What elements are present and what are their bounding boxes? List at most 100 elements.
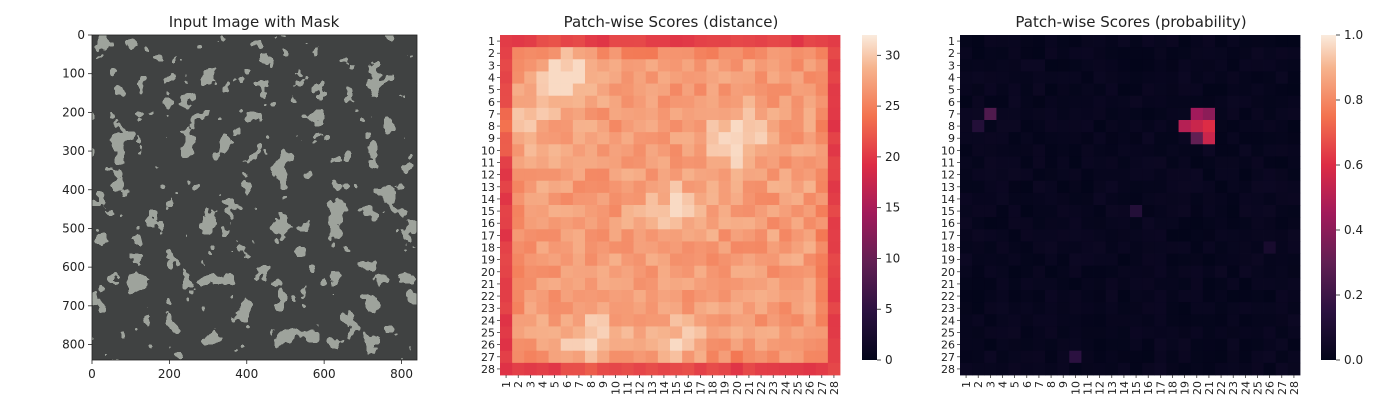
y-tick-label: 8 xyxy=(948,120,955,133)
heatmap-cell xyxy=(1093,350,1107,364)
heatmap-cell xyxy=(633,120,647,133)
heatmap-cell xyxy=(1142,59,1155,72)
heatmap-cell xyxy=(984,35,997,48)
heatmap-cell xyxy=(1287,229,1301,242)
heatmap-cell xyxy=(548,277,562,291)
heatmap-cell xyxy=(512,107,525,121)
heatmap-cell xyxy=(960,290,973,303)
heatmap-cell xyxy=(572,290,586,303)
heatmap-cell xyxy=(1263,180,1277,194)
heatmap-cell xyxy=(585,265,598,279)
heatmap-cell xyxy=(1251,265,1264,279)
heatmap-cell xyxy=(621,35,634,48)
y-tick-label: 200 xyxy=(62,105,85,119)
y-tick-label: 17 xyxy=(481,229,495,242)
heatmap-cell xyxy=(1130,302,1143,315)
title-input-image: Input Image with Mask xyxy=(169,13,340,31)
heatmap-cell xyxy=(572,83,586,97)
heatmap-cell xyxy=(1202,180,1216,194)
heatmap-cell xyxy=(548,326,562,339)
heatmap-cell xyxy=(548,265,562,279)
heatmap-cell xyxy=(560,47,574,60)
heatmap-cell xyxy=(621,277,634,291)
heatmap-cell xyxy=(670,47,683,60)
heatmap-cell xyxy=(1142,205,1155,218)
heatmap-cell xyxy=(706,229,719,242)
heatmap-cell xyxy=(755,253,768,267)
heatmap-cell xyxy=(560,314,574,327)
heatmap-cell xyxy=(536,338,549,352)
heatmap-cell xyxy=(815,326,829,339)
y-tick-label: 27 xyxy=(941,351,955,364)
heatmap-cell xyxy=(657,180,671,194)
heatmap-cell xyxy=(1190,107,1204,121)
heatmap-cell xyxy=(657,47,671,60)
heatmap-cell xyxy=(815,265,829,279)
heatmap-cell xyxy=(815,362,829,376)
heatmap-cell xyxy=(1093,59,1107,72)
heatmap-cell xyxy=(536,229,549,242)
heatmap-cell xyxy=(972,205,985,218)
heatmap-cell xyxy=(960,217,973,230)
x-tick-label: 18 xyxy=(1167,381,1180,395)
heatmap-cell xyxy=(815,338,829,352)
heatmap-cell xyxy=(1057,132,1070,145)
heatmap-cell xyxy=(972,35,985,48)
heatmap-cell xyxy=(1142,217,1155,230)
heatmap-cell xyxy=(657,314,671,327)
heatmap-cell xyxy=(1275,253,1289,267)
heatmap-cell xyxy=(1251,71,1264,84)
heatmap-cell xyxy=(742,217,756,230)
heatmap-cell xyxy=(779,192,792,206)
heatmap-cell xyxy=(827,229,841,242)
heatmap-cell xyxy=(1032,362,1046,376)
x-tick-label: 20 xyxy=(731,381,744,395)
y-tick-label: 13 xyxy=(941,181,955,194)
heatmap-cell xyxy=(1178,338,1192,352)
heatmap-cell xyxy=(730,326,744,339)
heatmap-cell xyxy=(1057,241,1070,254)
heatmap-cell xyxy=(1093,144,1107,157)
heatmap-cell xyxy=(1093,132,1107,145)
heatmap-cell xyxy=(548,290,562,303)
heatmap-cell xyxy=(1081,350,1094,364)
heatmap-cell xyxy=(742,35,756,48)
x-tick-label: 7 xyxy=(573,381,586,388)
heatmap-cell xyxy=(1045,241,1058,254)
heatmap-cell xyxy=(996,290,1009,303)
heatmap-cell xyxy=(1045,47,1058,60)
heatmap-cell xyxy=(560,326,574,339)
heatmap-cell xyxy=(572,265,586,279)
heatmap-cell xyxy=(791,362,804,376)
heatmap-cell xyxy=(548,156,562,169)
heatmap-cell xyxy=(1093,217,1107,230)
heatmap-cell xyxy=(597,168,610,182)
heatmap-cell xyxy=(718,205,732,218)
heatmap-cell xyxy=(1032,156,1046,169)
heatmap-cell xyxy=(645,71,659,84)
heatmap-cell xyxy=(1215,132,1228,145)
heatmap-cell xyxy=(1227,35,1240,48)
heatmap-cell xyxy=(706,253,719,267)
heatmap-cell xyxy=(1166,302,1179,315)
heatmap-cell xyxy=(1202,47,1216,60)
heatmap-cell xyxy=(1069,217,1082,230)
heatmap-cell xyxy=(972,83,985,97)
heatmap-cell xyxy=(1287,350,1301,364)
heatmap-cell xyxy=(1215,205,1228,218)
heatmap-cell xyxy=(694,156,707,169)
heatmap-cell xyxy=(512,229,525,242)
heatmap-cell xyxy=(1045,95,1058,109)
heatmap-cell xyxy=(1032,314,1046,327)
heatmap-cell xyxy=(755,83,768,97)
heatmap-cell xyxy=(1154,350,1167,364)
heatmap-cell xyxy=(1263,350,1277,364)
heatmap-cell xyxy=(803,350,817,364)
heatmap-cell xyxy=(1057,59,1070,72)
heatmap-cell xyxy=(1287,192,1301,206)
heatmap-cell xyxy=(572,180,586,194)
heatmap-cell xyxy=(1142,241,1155,254)
heatmap-cell xyxy=(730,83,744,97)
heatmap-cell xyxy=(560,290,574,303)
heatmap-cell xyxy=(706,95,719,109)
